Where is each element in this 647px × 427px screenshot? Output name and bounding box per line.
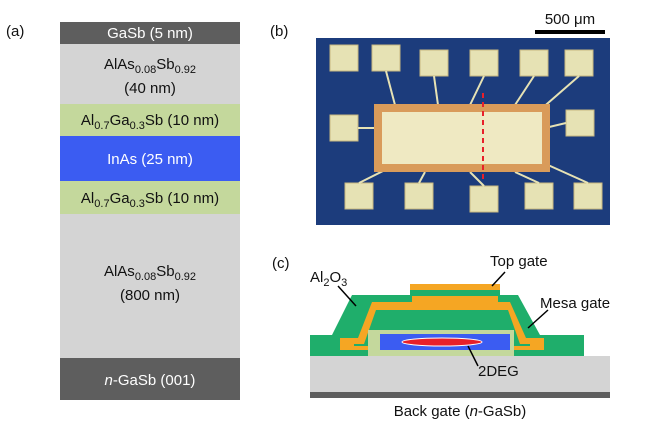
text-part: Sb (10 nm) [145,190,219,207]
layer-label: Al0.7Ga0.3Sb (10 nm) [81,112,219,132]
layer [60,104,240,136]
text-part: 0.3 [130,120,145,132]
layer-label: n-GaSb (001) [105,372,196,389]
text-part: 0.7 [94,198,109,210]
layer-label: GaSb (5 nm) [107,25,193,42]
text-part: AlAs [104,263,135,280]
text-part: 3 [341,277,347,289]
text-part: n [470,403,478,420]
layer [60,44,240,104]
layer-label: AlAs0.08Sb0.92 [104,263,196,283]
layer-label: AlAs0.08Sb0.92 [104,56,196,76]
text-part: 0.7 [94,120,109,132]
micrograph: 500 μm [316,11,610,225]
layer-label: Al0.7Ga0.3Sb (10 nm) [81,190,219,210]
device-label: Top gate [490,253,548,270]
text-part: 0.08 [135,64,156,76]
device-label: 2DEG [478,363,519,380]
cross-section: Top gate Al2O3 Mesa gate 2DEG Back gate … [310,253,610,420]
text-part: 2 [323,277,329,289]
layer [60,22,240,44]
device-label: Back gate (n-GaSb) [394,403,527,420]
layer [60,181,240,214]
text-part: Sb [156,56,174,73]
scale-bar-label: 500 μm [545,11,595,28]
text-part: Ga [110,190,131,207]
text-part: Ga [110,112,131,129]
text-part: Al [310,269,323,286]
text-part: 0.08 [135,271,156,283]
text-part: -GaSb) [478,403,526,420]
text-part: Sb [156,263,174,280]
top-gate [382,112,542,164]
panel-label: (b) [270,23,288,40]
text-part: Sb (10 nm) [145,112,219,129]
layer-thickness: (800 nm) [120,287,180,304]
layer-stack: GaSb (5 nm) AlAs0.08Sb0.92 (40 nm) Al0.7… [60,22,240,400]
panel-label: (a) [6,23,24,40]
layer-label: InAs (25 nm) [107,151,193,168]
layer [60,136,240,181]
text-part: AlAs [104,56,135,73]
text-part: 0.3 [130,198,145,210]
device-label: Al2O3 [310,269,347,289]
text-part: Al [81,112,94,129]
text-part: n [105,372,113,389]
text-part: 0.92 [175,64,196,76]
panel-label: (c) [272,255,290,272]
layer [60,358,240,400]
text-part: O [329,269,341,286]
layer [60,214,240,358]
text-part: Back gate ( [394,403,470,420]
device-label: Mesa gate [540,295,610,312]
text-part: 0.92 [175,271,196,283]
text-part: Al [81,190,94,207]
text-part: -GaSb (001) [113,372,196,389]
layer-thickness: (40 nm) [124,80,176,97]
